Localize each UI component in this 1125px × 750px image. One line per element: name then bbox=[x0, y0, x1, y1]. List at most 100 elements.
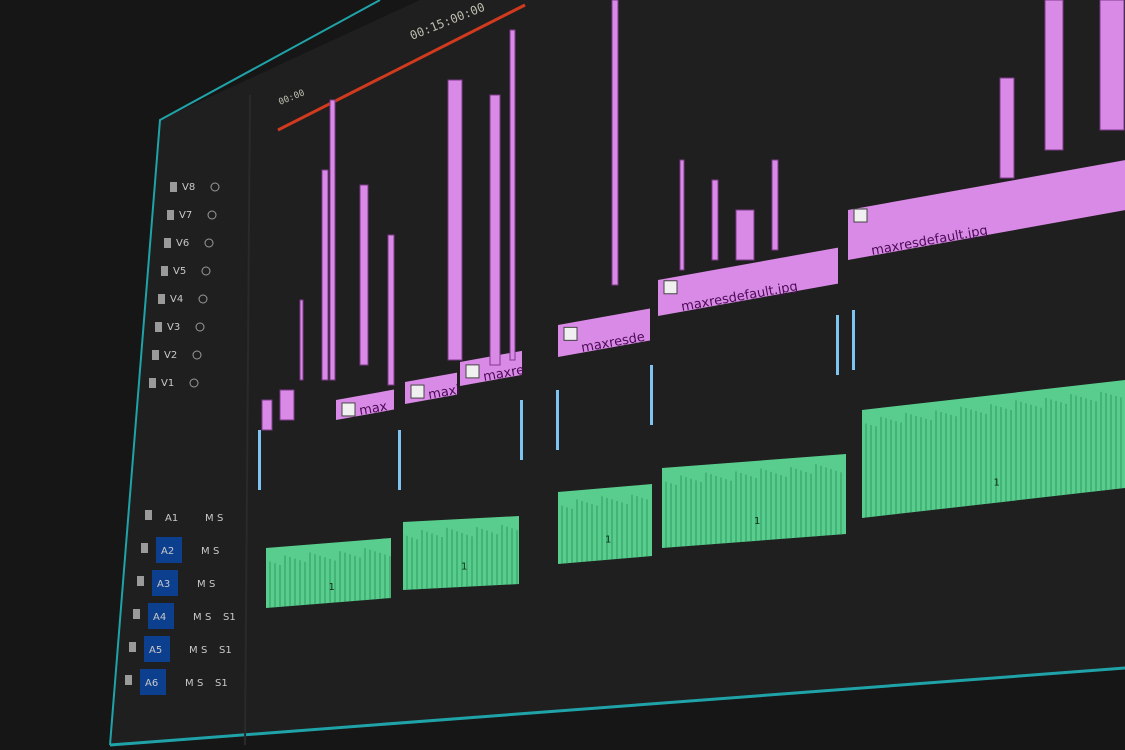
video-clip-segment[interactable] bbox=[1099, 0, 1125, 131]
voice-over-button[interactable]: S1 bbox=[223, 612, 236, 623]
video-clip-segment[interactable] bbox=[387, 234, 395, 386]
voice-over-button[interactable]: S1 bbox=[219, 645, 232, 656]
eye-icon[interactable] bbox=[210, 182, 220, 192]
lock-icon[interactable] bbox=[125, 675, 132, 685]
clip-label: max bbox=[358, 399, 389, 419]
video-clip-segment[interactable] bbox=[321, 169, 329, 381]
fx-icon bbox=[341, 402, 356, 417]
edit-marker bbox=[520, 400, 523, 460]
video-clip[interactable] bbox=[848, 160, 1125, 260]
track-label-V8[interactable]: V8 bbox=[182, 182, 195, 193]
track-header-divider bbox=[244, 94, 251, 746]
edit-marker bbox=[258, 430, 261, 490]
solo-button[interactable]: S bbox=[205, 612, 211, 623]
clip-label: maxre bbox=[482, 363, 525, 385]
track-label-V6[interactable]: V6 bbox=[176, 238, 189, 249]
video-clip-segment[interactable] bbox=[359, 184, 369, 366]
lock-icon[interactable] bbox=[137, 576, 144, 586]
lock-icon[interactable] bbox=[152, 350, 159, 360]
mute-button[interactable]: M bbox=[193, 612, 202, 623]
video-clip-segment[interactable] bbox=[261, 399, 273, 431]
video-clip-segment[interactable] bbox=[279, 389, 295, 421]
audio-clip[interactable] bbox=[862, 380, 1125, 518]
video-clip-segment[interactable] bbox=[447, 79, 463, 361]
lock-icon[interactable] bbox=[164, 238, 171, 248]
panel-border-bottom bbox=[109, 666, 1125, 747]
video-clip-segment[interactable] bbox=[489, 94, 501, 366]
fx-icon bbox=[563, 326, 578, 341]
playhead-range-bar[interactable] bbox=[277, 3, 526, 132]
lock-icon[interactable] bbox=[141, 543, 148, 553]
eye-icon[interactable] bbox=[189, 378, 199, 388]
solo-button[interactable]: S bbox=[197, 678, 203, 689]
track-label-V7[interactable]: V7 bbox=[179, 210, 192, 221]
lock-icon[interactable] bbox=[155, 322, 162, 332]
fx-icon bbox=[663, 280, 678, 295]
track-label-A2[interactable]: A2 bbox=[161, 546, 174, 557]
audio-clip-marker: 1 bbox=[461, 562, 467, 573]
voice-over-button[interactable]: S1 bbox=[215, 678, 228, 689]
video-clip[interactable] bbox=[558, 308, 650, 357]
eye-icon[interactable] bbox=[198, 294, 208, 304]
fx-icon bbox=[410, 384, 425, 399]
track-target-A4[interactable] bbox=[148, 603, 174, 629]
track-target-A6[interactable] bbox=[140, 669, 166, 695]
video-clip-segment[interactable] bbox=[999, 77, 1015, 179]
solo-button[interactable]: S bbox=[213, 546, 219, 557]
lock-icon[interactable] bbox=[161, 266, 168, 276]
lock-icon[interactable] bbox=[149, 378, 156, 388]
video-clip-segment[interactable] bbox=[735, 209, 755, 261]
video-clip[interactable] bbox=[658, 247, 838, 316]
edit-marker bbox=[398, 430, 401, 490]
track-label-V1[interactable]: V1 bbox=[161, 378, 174, 389]
video-clip-segment[interactable] bbox=[509, 29, 516, 361]
fx-icon bbox=[465, 364, 480, 379]
eye-icon[interactable] bbox=[207, 210, 217, 220]
video-clip-segment[interactable] bbox=[1044, 0, 1064, 151]
lock-icon[interactable] bbox=[158, 294, 165, 304]
track-label-V3[interactable]: V3 bbox=[167, 322, 180, 333]
solo-button[interactable]: S bbox=[201, 645, 207, 656]
eye-icon[interactable] bbox=[195, 322, 205, 332]
clip-label: maxi bbox=[427, 383, 461, 403]
mute-button[interactable]: M bbox=[197, 579, 206, 590]
track-label-A5[interactable]: A5 bbox=[149, 645, 162, 656]
edit-marker bbox=[650, 365, 653, 425]
lock-icon[interactable] bbox=[133, 609, 140, 619]
lock-icon[interactable] bbox=[167, 210, 174, 220]
video-clip-segment[interactable] bbox=[299, 299, 304, 381]
mute-button[interactable]: M bbox=[201, 546, 210, 557]
video-clip-segment[interactable] bbox=[711, 179, 719, 261]
track-label-V5[interactable]: V5 bbox=[173, 266, 186, 277]
track-label-A1[interactable]: A1 bbox=[165, 513, 178, 524]
video-clip-segment[interactable] bbox=[611, 0, 619, 286]
track-target-A2[interactable] bbox=[156, 537, 182, 563]
solo-button[interactable]: S bbox=[209, 579, 215, 590]
lock-icon[interactable] bbox=[145, 510, 152, 520]
edit-marker bbox=[836, 315, 839, 375]
audio-clip-marker: 1 bbox=[754, 516, 760, 527]
lock-icon[interactable] bbox=[170, 182, 177, 192]
track-label-A6[interactable]: A6 bbox=[145, 678, 158, 689]
track-label-V2[interactable]: V2 bbox=[164, 350, 177, 361]
track-label-A3[interactable]: A3 bbox=[157, 579, 170, 590]
video-clip-segment[interactable] bbox=[771, 159, 779, 251]
eye-icon[interactable] bbox=[201, 266, 211, 276]
track-target-A5[interactable] bbox=[144, 636, 170, 662]
eye-icon[interactable] bbox=[204, 238, 214, 248]
eye-icon[interactable] bbox=[192, 350, 202, 360]
mute-button[interactable]: M bbox=[205, 513, 214, 524]
mute-button[interactable]: M bbox=[185, 678, 194, 689]
video-clip-segment[interactable] bbox=[679, 159, 685, 271]
track-target-A3[interactable] bbox=[152, 570, 178, 596]
fx-icon bbox=[853, 208, 868, 223]
track-label-V4[interactable]: V4 bbox=[170, 294, 183, 305]
audio-clip[interactable] bbox=[662, 454, 846, 548]
solo-button[interactable]: S bbox=[217, 513, 223, 524]
video-clip-segment[interactable] bbox=[329, 99, 336, 381]
mute-button[interactable]: M bbox=[189, 645, 198, 656]
lock-icon[interactable] bbox=[129, 642, 136, 652]
audio-clip-marker: 1 bbox=[994, 478, 1000, 489]
track-label-A4[interactable]: A4 bbox=[153, 612, 166, 623]
